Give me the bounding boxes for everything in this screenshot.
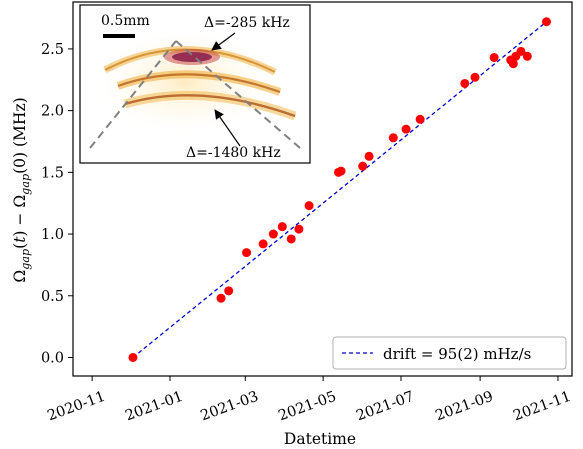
data-point	[489, 53, 499, 63]
x-tick-label: 2021-09	[433, 389, 495, 425]
x-tick-label: 2021-07	[354, 389, 416, 425]
data-point	[268, 229, 278, 239]
data-point	[522, 51, 532, 61]
data-point	[401, 124, 411, 134]
data-point	[388, 133, 398, 143]
data-point	[415, 114, 425, 124]
data-point	[224, 286, 234, 296]
x-tick-label: 2021-01	[123, 389, 185, 425]
data-point	[508, 59, 518, 69]
data-point	[216, 293, 226, 303]
data-point	[286, 234, 296, 244]
data-point	[541, 17, 551, 27]
y-tick-label: 2.5	[41, 42, 64, 58]
y-tick-label: 1.0	[41, 227, 64, 243]
data-point	[277, 222, 287, 232]
data-point	[258, 239, 268, 249]
data-point	[128, 352, 138, 362]
data-point	[358, 161, 368, 171]
x-tick-label: 2021-03	[199, 389, 261, 425]
y-axis: 0.0 0.5 1.0 1.5 2.0 2.5	[41, 42, 73, 366]
data-point	[304, 201, 314, 211]
y-axis-label: Ωgap(t) − Ωgap(0) (MHz)	[11, 97, 32, 282]
x-tick-label: 2020-11	[45, 389, 107, 425]
data-point	[516, 46, 526, 56]
y-tick-label: 1.5	[41, 165, 64, 181]
data-point	[294, 224, 304, 234]
inset-annotation-top: Δ=-285 kHz	[204, 15, 290, 31]
inset-annotation-bottom: Δ=-1480 kHz	[186, 145, 281, 161]
data-point	[242, 248, 252, 258]
x-axis-label: Datetime	[284, 430, 356, 448]
data-point	[364, 151, 374, 161]
legend: drift = 95(2) mHz/s	[332, 336, 567, 370]
y-tick-label: 2.0	[41, 104, 64, 120]
inset-scale-label: 0.5mm	[101, 13, 150, 29]
data-point	[460, 78, 470, 88]
data-point	[470, 72, 480, 82]
x-tick-label: 2021-05	[276, 389, 338, 425]
y-tick-label: 0.0	[41, 350, 64, 366]
data-point	[336, 166, 346, 176]
data-points	[128, 17, 551, 362]
x-tick-label: 2021-11	[511, 389, 573, 425]
y-tick-label: 0.5	[41, 289, 64, 305]
legend-label: drift = 95(2) mHz/s	[383, 345, 531, 363]
x-axis: 2020-11 2021-01 2021-03 2021-05 2021-07 2021-…	[45, 376, 573, 424]
inset-image: 0.5mm Δ=-285 kHz Δ=-1480 kHz	[79, 4, 311, 164]
